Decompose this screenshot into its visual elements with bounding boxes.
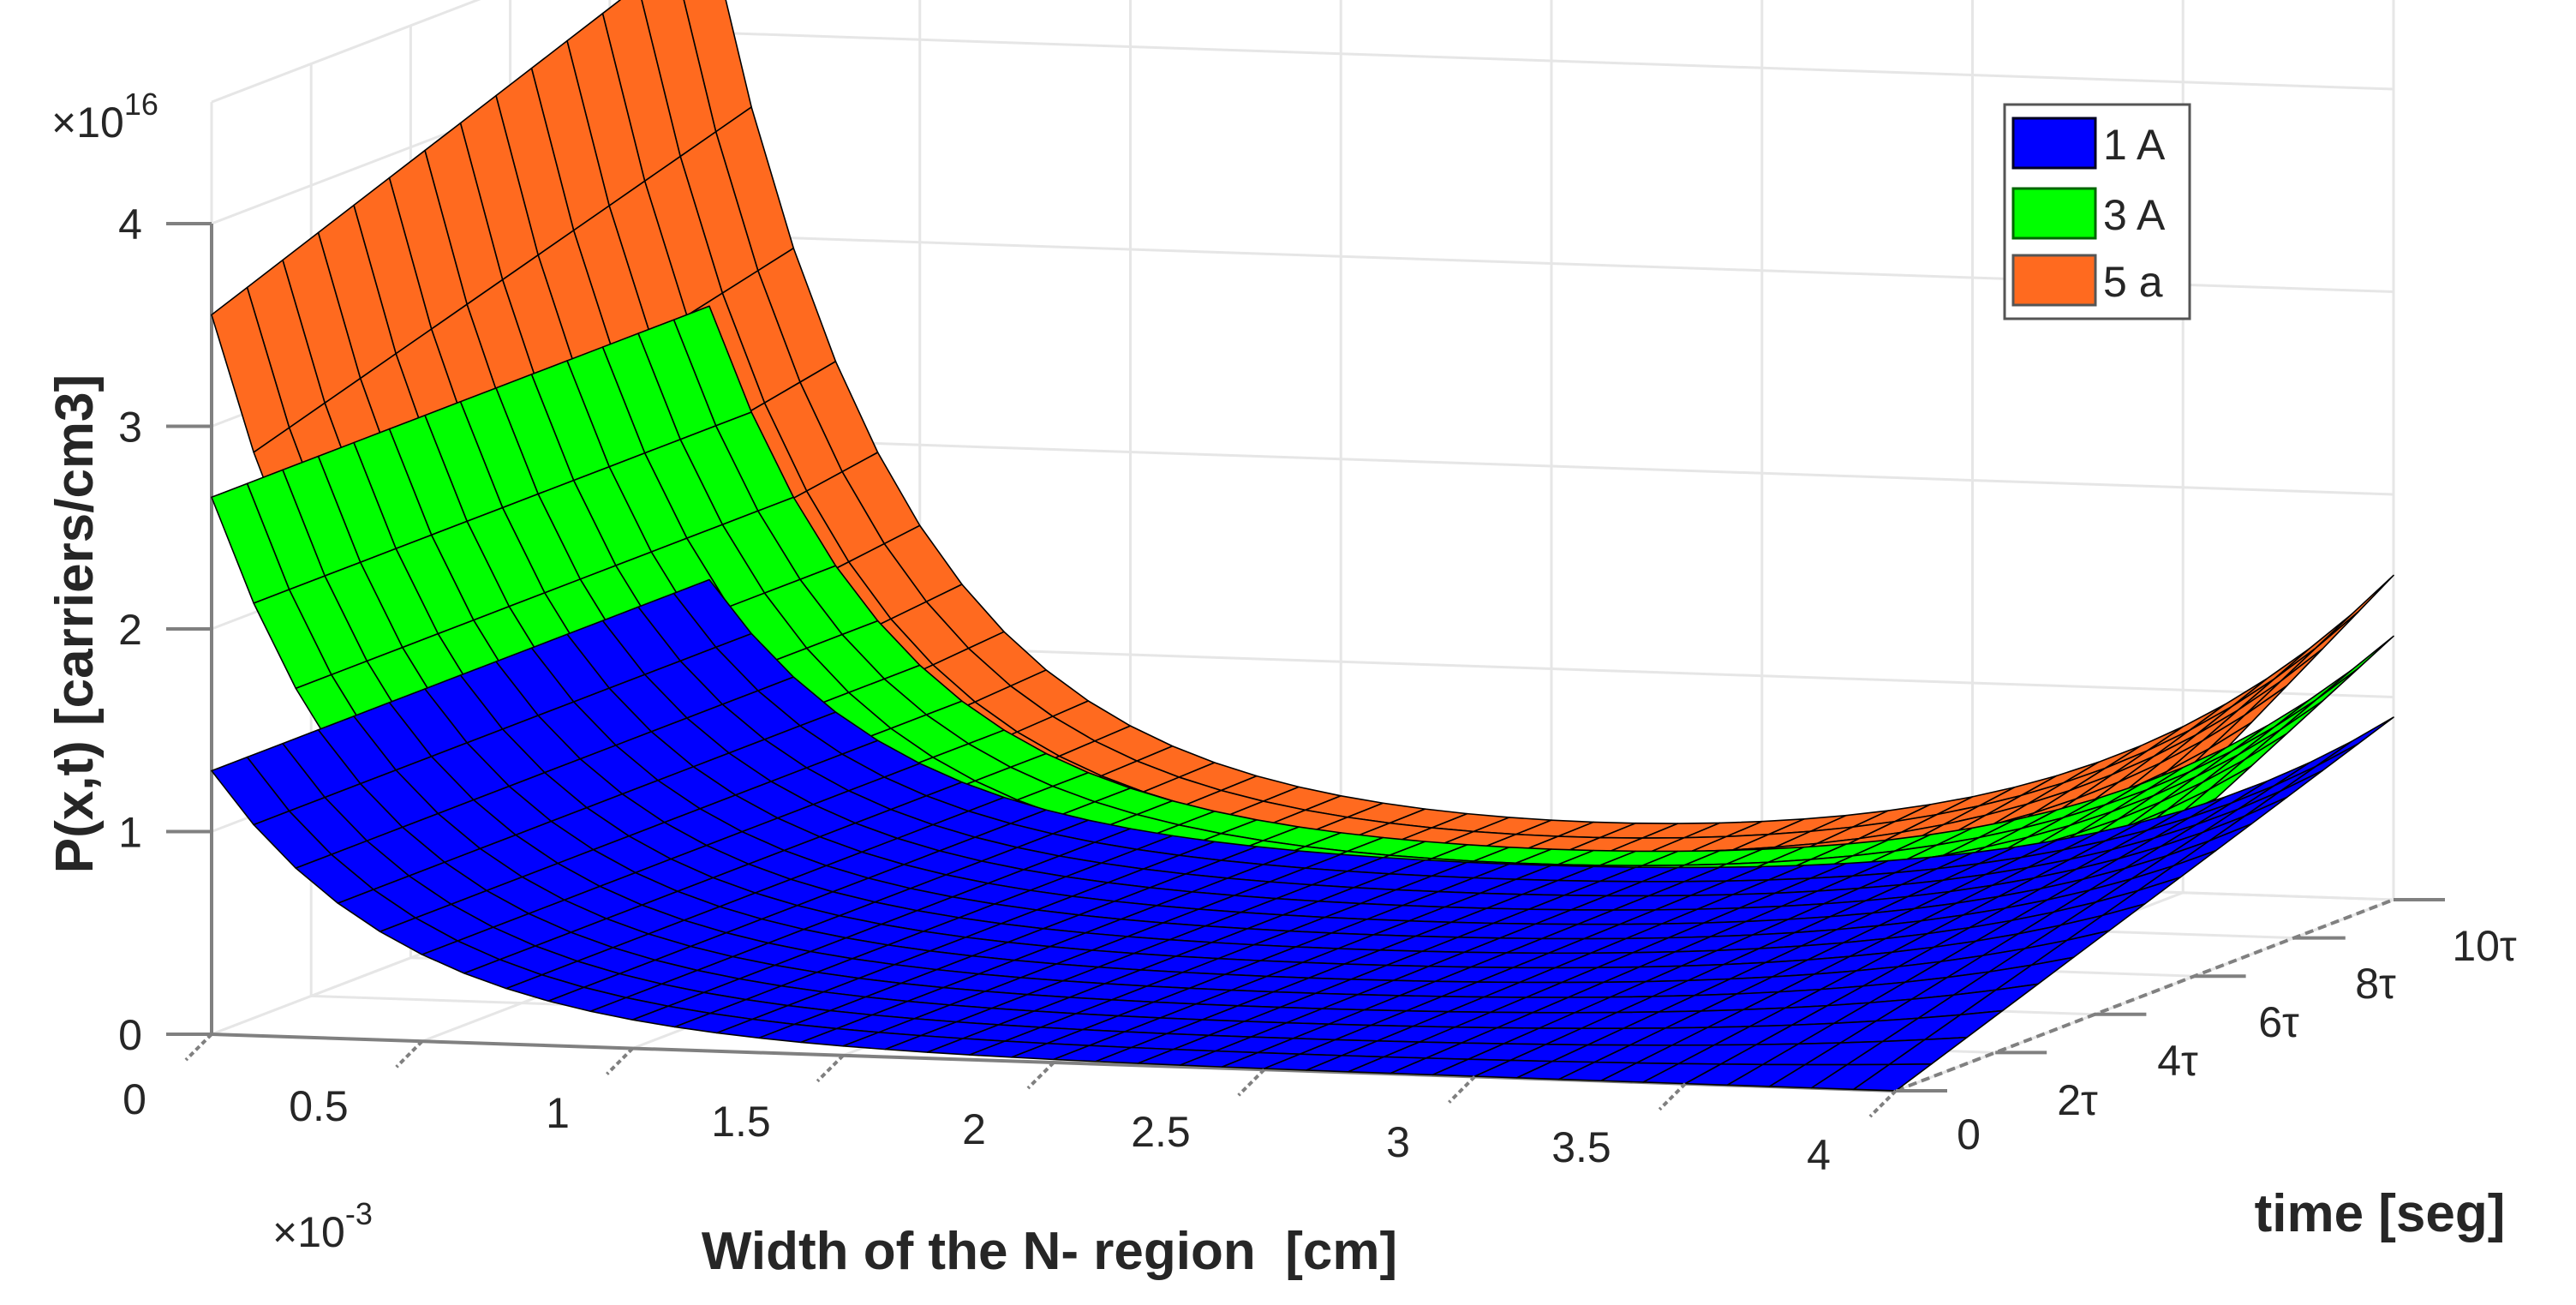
- time-tick-label: 2τ: [2057, 1076, 2098, 1124]
- x-tick: [816, 1054, 845, 1083]
- surface-1-a: [211, 578, 2394, 1092]
- z-tick-label: 0: [118, 1011, 142, 1059]
- x-tick: [1448, 1075, 1476, 1104]
- x-tick: [1237, 1068, 1266, 1097]
- legend-label: 5 a: [2103, 258, 2163, 306]
- x-tick-label: 0: [123, 1075, 146, 1123]
- z-tick-label: 3: [118, 404, 142, 452]
- time-tick-label: 4τ: [2157, 1037, 2198, 1085]
- time-tick-label: 0: [1957, 1110, 1981, 1158]
- x-tick-label: 1.5: [711, 1098, 771, 1146]
- x-tick-label: 3: [1386, 1118, 1410, 1166]
- x-multiplier-label: ×10-3: [272, 1196, 373, 1256]
- z-tick-label: 2: [118, 606, 142, 654]
- legend-swatch-blue: [2011, 117, 2097, 170]
- x-tick: [606, 1047, 634, 1075]
- legend-item-3a[interactable]: 3 A: [2011, 187, 2166, 240]
- legend-label: 3 A: [2103, 191, 2166, 239]
- x-tick: [1868, 1089, 1898, 1118]
- z-axis-title: P(x,t) [carriers/cm3]: [45, 374, 105, 873]
- z-tick-label: 1: [118, 809, 142, 857]
- x-tick: [1026, 1061, 1055, 1090]
- z-tick-label: 4: [118, 201, 142, 248]
- time-tick-label: 10τ: [2452, 922, 2517, 970]
- legend-swatch-orange: [2011, 254, 2097, 307]
- x-tick-label: 0.5: [289, 1082, 349, 1130]
- x-tick-label: 3.5: [1551, 1123, 1611, 1171]
- x-tick-label: 2.5: [1131, 1108, 1191, 1156]
- legend-label: 1 A: [2103, 121, 2166, 169]
- x-axis-title: Width of the N- region [cm]: [702, 1222, 1397, 1281]
- surfaces: [211, 0, 2394, 1092]
- legend-item-5a[interactable]: 5 a: [2011, 254, 2163, 307]
- x-tick: [184, 1033, 213, 1062]
- x-tick-label: 2: [962, 1105, 986, 1153]
- legend-item-1a[interactable]: 1 A: [2011, 117, 2166, 170]
- x-tick-label: 1: [546, 1089, 570, 1137]
- legend-swatch-green: [2011, 187, 2097, 240]
- x-tick-label: 4: [1807, 1131, 1831, 1179]
- z-multiplier-label: ×1016: [51, 87, 158, 147]
- tick-labels: 0 1 2 3 4 0 0.5 1 1.5 2 2.5 3 3.5 4 0 2τ 4τ 6τ 8τ 10τ: [118, 201, 2517, 1179]
- time-axis-line: [1895, 898, 2394, 1092]
- time-tick-label: 6τ: [2258, 998, 2299, 1046]
- box-edge: [211, 0, 481, 104]
- time-tick-label: 8τ: [2355, 960, 2396, 1008]
- y-axis-title: time [seg]: [2255, 1184, 2506, 1243]
- x-tick: [395, 1039, 424, 1069]
- legend[interactable]: 1 A 3 A 5 a: [2003, 103, 2191, 320]
- x-tick: [1658, 1082, 1687, 1111]
